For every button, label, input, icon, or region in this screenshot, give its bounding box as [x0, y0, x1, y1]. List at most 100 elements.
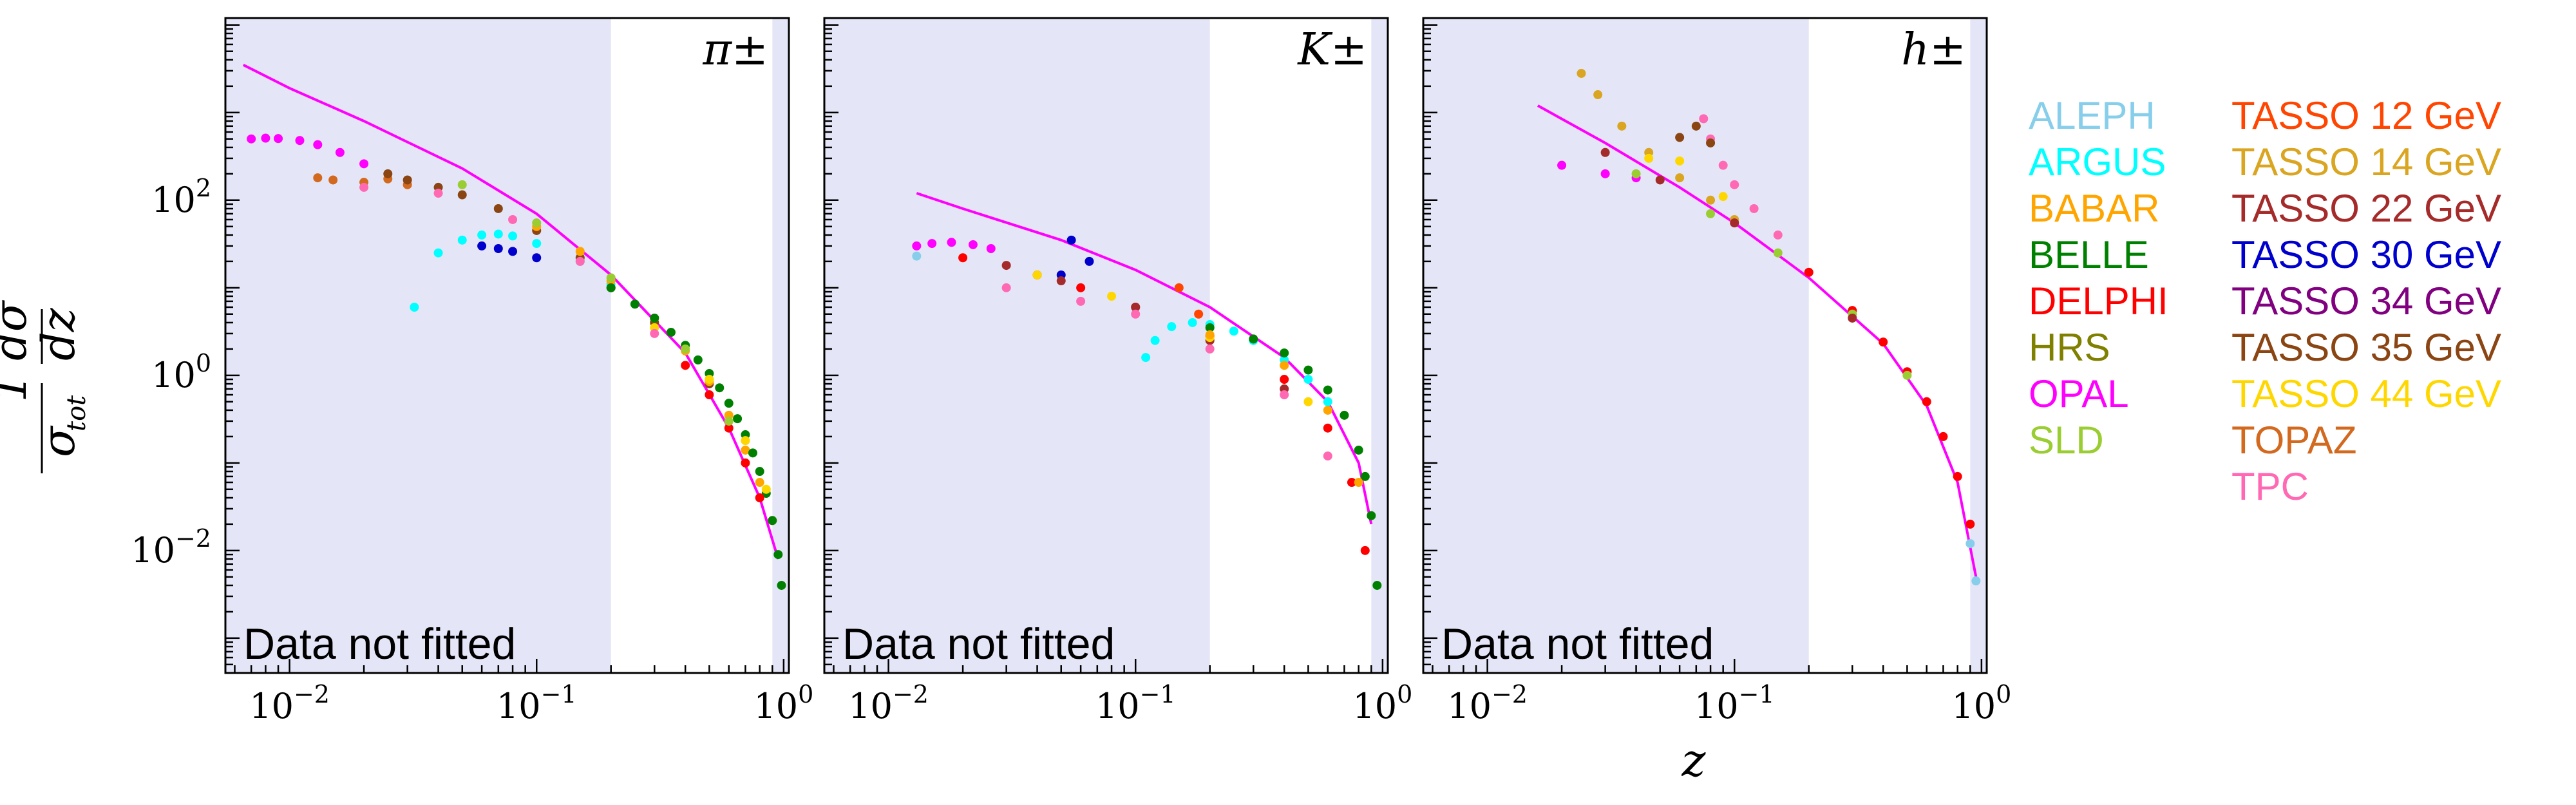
- fit-line: [1537, 104, 1978, 578]
- data-point: [1360, 545, 1370, 555]
- data-point: [493, 204, 503, 213]
- data-point: [1323, 405, 1332, 415]
- data-point: [1922, 397, 1931, 406]
- y-axis-label-dz: dz: [32, 307, 85, 361]
- legend-entry: OPAL: [2029, 372, 2129, 415]
- data-point: [433, 248, 443, 258]
- data-point: [575, 247, 585, 256]
- data-point: [1131, 309, 1141, 319]
- legend-entry: TASSO 35 GeV: [2231, 326, 2501, 369]
- data-point: [1706, 138, 1716, 147]
- data-point: [1107, 291, 1117, 301]
- data-point: [1076, 296, 1086, 306]
- data-point: [705, 375, 714, 384]
- data-point: [402, 175, 412, 185]
- x-axis-label: z: [1681, 734, 1707, 787]
- legend-entry: TASSO 14 GeV: [2231, 140, 2501, 184]
- data-point: [359, 159, 369, 169]
- data-point: [1655, 175, 1665, 185]
- data-point: [313, 140, 323, 149]
- data-point: [1001, 261, 1011, 270]
- data-point: [1280, 375, 1289, 384]
- y-tick-label: 102: [151, 174, 211, 220]
- data-point: [1965, 539, 1975, 549]
- data-point: [1141, 353, 1151, 363]
- data-point: [1205, 330, 1215, 339]
- legend-entry: BELLE: [2029, 233, 2149, 276]
- x-tick-label: 100: [1352, 680, 1412, 726]
- data-point: [1577, 68, 1586, 78]
- data-point: [1249, 334, 1258, 344]
- legend-entry: ARGUS: [2029, 140, 2166, 184]
- data-point: [1205, 344, 1215, 354]
- panel-2: Data not fitted 10−2 10−1 100 K±: [823, 17, 1412, 726]
- data-point: [359, 182, 369, 192]
- panel-1: Data not fitted 10−2 10−1 100 102 100 10−2 π±: [131, 17, 813, 726]
- data-point: [1032, 270, 1042, 279]
- data-point: [1323, 423, 1332, 433]
- data-point: [755, 478, 764, 488]
- data-point: [1600, 147, 1610, 157]
- plot-area: [1537, 68, 1981, 586]
- data-point: [777, 580, 786, 590]
- data-point: [958, 253, 968, 263]
- data-point: [328, 175, 338, 185]
- data-point: [1084, 256, 1094, 266]
- data-point: [755, 467, 764, 477]
- x-tick-label: 10−2: [848, 680, 929, 726]
- legend-entry: TASSO 12 GeV: [2231, 94, 2501, 137]
- data-point: [457, 180, 467, 189]
- data-point: [1194, 309, 1204, 319]
- legend-entry: HRS: [2029, 326, 2110, 369]
- data-point: [968, 240, 978, 249]
- data-point: [1205, 323, 1215, 332]
- y-axis-label-one: 1: [0, 374, 37, 402]
- data-point: [912, 241, 922, 251]
- data-point: [1675, 173, 1685, 183]
- legend-entry: DELPHI: [2029, 279, 2168, 323]
- data-point: [1056, 276, 1066, 286]
- data-point: [295, 136, 305, 146]
- data-point: [1718, 192, 1728, 202]
- legend-entry: TASSO 22 GeV: [2231, 187, 2501, 230]
- data-point: [1280, 361, 1289, 370]
- data-point: [1354, 478, 1363, 488]
- panel-title: K±: [1296, 24, 1367, 75]
- data-point: [1372, 580, 1382, 590]
- data-point: [1691, 121, 1701, 131]
- data-point: [1773, 230, 1783, 240]
- legend-entry: BABAR: [2029, 187, 2159, 230]
- data-point: [741, 445, 750, 455]
- x-tick-label: 10−2: [249, 680, 330, 726]
- x-tick-label: 100: [753, 680, 813, 726]
- data-point: [1323, 385, 1332, 395]
- data-point: [1848, 313, 1857, 323]
- data-point: [532, 218, 542, 228]
- data-point: [1188, 317, 1197, 327]
- data-point: [1675, 133, 1685, 142]
- axes-frame: [823, 17, 1389, 674]
- data-point: [477, 230, 487, 240]
- plot-area: [242, 64, 786, 590]
- data-point: [927, 239, 937, 249]
- data-point: [247, 134, 256, 144]
- data-point: [261, 133, 270, 143]
- data-point: [1229, 327, 1238, 336]
- panel-title: π±: [702, 24, 768, 75]
- data-point: [1340, 410, 1349, 420]
- x-tick-label: 10−1: [1694, 680, 1775, 726]
- data-point: [1699, 114, 1709, 124]
- data-point: [1367, 511, 1376, 520]
- legend-entry: TASSO 44 GeV: [2231, 372, 2501, 415]
- shaded-region: [1423, 18, 1809, 673]
- data-point: [1076, 283, 1086, 292]
- data-point: [724, 399, 734, 408]
- x-tick-label: 10−1: [1095, 680, 1176, 726]
- data-point: [715, 383, 724, 393]
- data-point: [1593, 90, 1603, 100]
- data-point: [1001, 283, 1011, 292]
- data-point: [1280, 390, 1289, 400]
- data-point: [1953, 471, 1962, 481]
- data-point: [1718, 160, 1728, 170]
